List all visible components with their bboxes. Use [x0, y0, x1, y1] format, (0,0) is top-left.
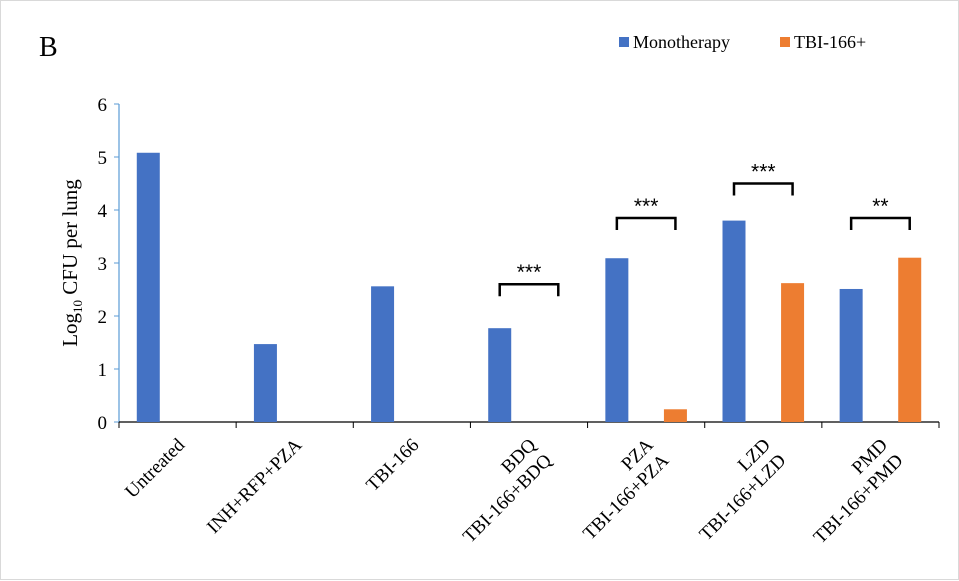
- significance-bracket: [732, 182, 794, 196]
- bar-monotherapy-2: [371, 286, 395, 422]
- y-tick-label: 0: [98, 413, 108, 434]
- y-tick-label: 6: [98, 95, 108, 116]
- x-tick-label: LZDTBI-166+LZD: [680, 435, 790, 545]
- significance-label: ***: [517, 261, 542, 284]
- x-tick-label: PMDTBI-166+PMD: [794, 435, 907, 548]
- legend-label-monotherapy: Monotherapy: [633, 32, 730, 52]
- significance-bracket: [849, 216, 911, 230]
- bars: [136, 152, 922, 422]
- bar-monotherapy-0: [136, 152, 160, 422]
- x-tick-label: TBI-166: [362, 435, 423, 496]
- significance-bracket: [615, 216, 677, 230]
- bar-tbi166-5: [781, 283, 805, 422]
- y-tick-label: 4: [98, 201, 108, 222]
- y-tick-label: 3: [98, 254, 108, 275]
- bar-monotherapy-6: [839, 288, 863, 422]
- legend-label-tbi166: TBI-166+: [794, 32, 866, 52]
- bar-tbi166-6: [898, 257, 922, 422]
- y-axis: 0 1 2 3 4 5 6: [98, 95, 120, 434]
- x-tick-label: Untreated: [121, 434, 189, 502]
- legend-swatch-tbi166: [780, 37, 790, 47]
- y-tick-label: 1: [98, 360, 108, 381]
- panel-label: B: [39, 32, 58, 63]
- bar-monotherapy-3: [488, 328, 512, 422]
- significance-label: ***: [634, 195, 659, 218]
- bar-tbi166-4: [663, 409, 687, 422]
- x-tick-label-line: TBI-166: [362, 435, 423, 496]
- bar-monotherapy-1: [253, 344, 277, 422]
- x-tick-label-line: Untreated: [121, 434, 189, 502]
- y-axis-label: Log10 CFU per lung: [58, 179, 85, 347]
- x-tick-label: INH+RFP+PZA: [203, 434, 306, 537]
- legend-swatch-monotherapy: [619, 37, 629, 47]
- legend: Monotherapy TBI-166+: [619, 32, 866, 52]
- x-axis: [118, 421, 940, 428]
- bar-monotherapy-4: [605, 258, 629, 422]
- significance-label: ***: [751, 161, 776, 184]
- y-tick-label: 2: [98, 307, 108, 328]
- significance-label: **: [872, 195, 888, 218]
- bar-monotherapy-5: [722, 220, 746, 422]
- significance-markers: ***********: [498, 161, 911, 297]
- x-tick-labels: Untreated INH+RFP+PZA TBI-166 BDQTBI-166+BD…: [121, 434, 907, 548]
- x-tick-label: BDQTBI-166+BDQ: [443, 434, 556, 547]
- significance-bracket: [498, 282, 560, 297]
- y-tick-label: 5: [98, 148, 108, 169]
- x-tick-label: PZATBI-166+PZA: [564, 434, 674, 544]
- x-tick-label-line: INH+RFP+PZA: [203, 434, 306, 537]
